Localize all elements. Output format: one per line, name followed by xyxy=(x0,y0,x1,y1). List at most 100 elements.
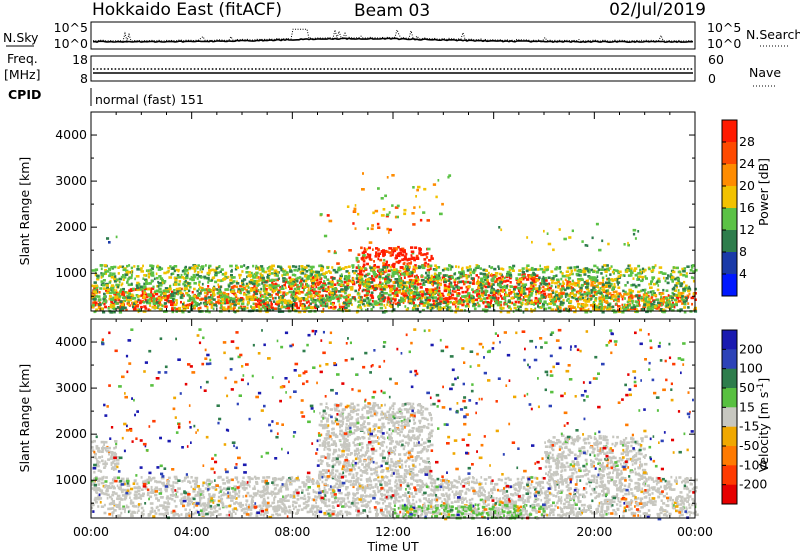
scatter-cell xyxy=(433,498,437,501)
scatter-cell xyxy=(184,268,189,272)
scatter-cell xyxy=(627,296,631,299)
scatter-cell xyxy=(279,285,282,289)
scatter-cell xyxy=(292,290,295,293)
scatter-cell xyxy=(426,274,430,277)
scatter-cell xyxy=(199,286,202,289)
scatter-cell xyxy=(207,288,211,292)
scatter-cell xyxy=(412,301,415,305)
scatter-cell xyxy=(110,298,115,302)
scatter-cell xyxy=(409,272,412,276)
scatter-cell xyxy=(529,286,534,290)
scatter-cell xyxy=(470,277,474,280)
scatter-cell xyxy=(444,278,446,281)
scatter-cell xyxy=(294,291,298,294)
scatter-cell xyxy=(259,299,263,302)
scatter-cell xyxy=(347,300,351,303)
scatter-cell xyxy=(609,292,612,295)
scatter-cell xyxy=(221,301,225,305)
scatter-cell xyxy=(340,308,343,311)
scatter-cell xyxy=(272,300,276,303)
scatter-cell xyxy=(540,283,543,286)
scatter-cell xyxy=(387,296,390,299)
scatter-cell xyxy=(268,299,272,302)
scatter-cell xyxy=(657,306,661,309)
scatter-cell xyxy=(566,266,569,270)
scatter-cell xyxy=(258,301,262,305)
scatter-cell xyxy=(413,258,416,262)
scatter-cell xyxy=(354,289,358,293)
scatter-cell xyxy=(374,209,379,213)
scatter-cell xyxy=(280,500,284,504)
scatter-cell xyxy=(388,231,390,234)
scatter-cell xyxy=(111,274,114,278)
scatter-cell xyxy=(389,279,392,283)
scatter-cell xyxy=(374,275,377,279)
scatter-cell xyxy=(429,264,433,268)
scatter-cell xyxy=(593,264,597,268)
scatter-cell xyxy=(151,507,154,511)
scatter-cell xyxy=(504,477,508,481)
scatter-cell xyxy=(543,276,548,280)
scatter-cell xyxy=(286,281,290,284)
scatter-cell xyxy=(114,293,118,297)
scatter-cell xyxy=(507,476,510,480)
scatter-cell xyxy=(200,297,204,301)
scatter-cell xyxy=(533,303,536,306)
scatter-cell xyxy=(425,288,428,292)
scatter-cell xyxy=(582,308,586,312)
scatter-cell xyxy=(448,282,451,286)
scatter-cell xyxy=(368,257,371,260)
scatter-cell xyxy=(323,234,328,238)
scatter-cell xyxy=(543,282,547,286)
scatter-cell xyxy=(175,287,179,291)
scatter-cell xyxy=(460,301,463,305)
scatter-cell xyxy=(526,236,529,239)
scatter-cell xyxy=(525,278,530,281)
scatter-cell xyxy=(611,288,614,291)
scatter-cell xyxy=(624,290,627,294)
scatter-cell xyxy=(191,290,194,294)
scatter-cell xyxy=(472,296,475,299)
scatter-cell xyxy=(594,297,598,300)
scatter-cell xyxy=(126,291,129,294)
scatter-cell xyxy=(579,292,582,295)
scatter-cell xyxy=(129,293,134,297)
scatter-cell xyxy=(121,307,125,310)
scatter-cell xyxy=(272,501,276,504)
scatter-cell xyxy=(594,299,598,302)
scatter-cell xyxy=(132,287,135,291)
scatter-cell xyxy=(449,481,454,484)
scatter-cell xyxy=(358,286,361,290)
scatter-cell xyxy=(195,273,200,277)
scatter-cell xyxy=(647,297,651,301)
scatter-cell xyxy=(640,271,642,274)
scatter-cell xyxy=(497,265,500,268)
scatter-cell xyxy=(570,271,573,275)
scatter-cell xyxy=(480,277,484,281)
scatter-cell xyxy=(426,300,430,304)
scatter-cell xyxy=(397,303,401,306)
scatter-cell xyxy=(614,295,618,299)
scatter-cell xyxy=(579,293,584,296)
scatter-cell xyxy=(190,296,194,300)
scatter-cell xyxy=(175,299,178,302)
scatter-cell xyxy=(565,307,568,311)
scatter-cell xyxy=(474,298,479,302)
scatter-cell xyxy=(575,272,579,276)
scatter-cell xyxy=(218,265,221,268)
scatter-cell xyxy=(657,284,660,287)
scatter-cell xyxy=(161,304,164,307)
scatter-cell xyxy=(372,266,376,270)
scatter-cell xyxy=(592,307,596,311)
scatter-cell xyxy=(459,309,464,312)
scatter-cell xyxy=(590,284,594,287)
scatter-cell xyxy=(359,281,362,284)
scatter-cell xyxy=(660,293,663,296)
scatter-cell xyxy=(517,296,521,299)
scatter-cell xyxy=(407,300,410,304)
scatter-cell xyxy=(329,271,332,274)
scatter-cell xyxy=(549,486,553,490)
scatter-cell xyxy=(520,291,524,294)
scatter-cell xyxy=(644,299,648,303)
scatter-cell xyxy=(137,294,141,298)
